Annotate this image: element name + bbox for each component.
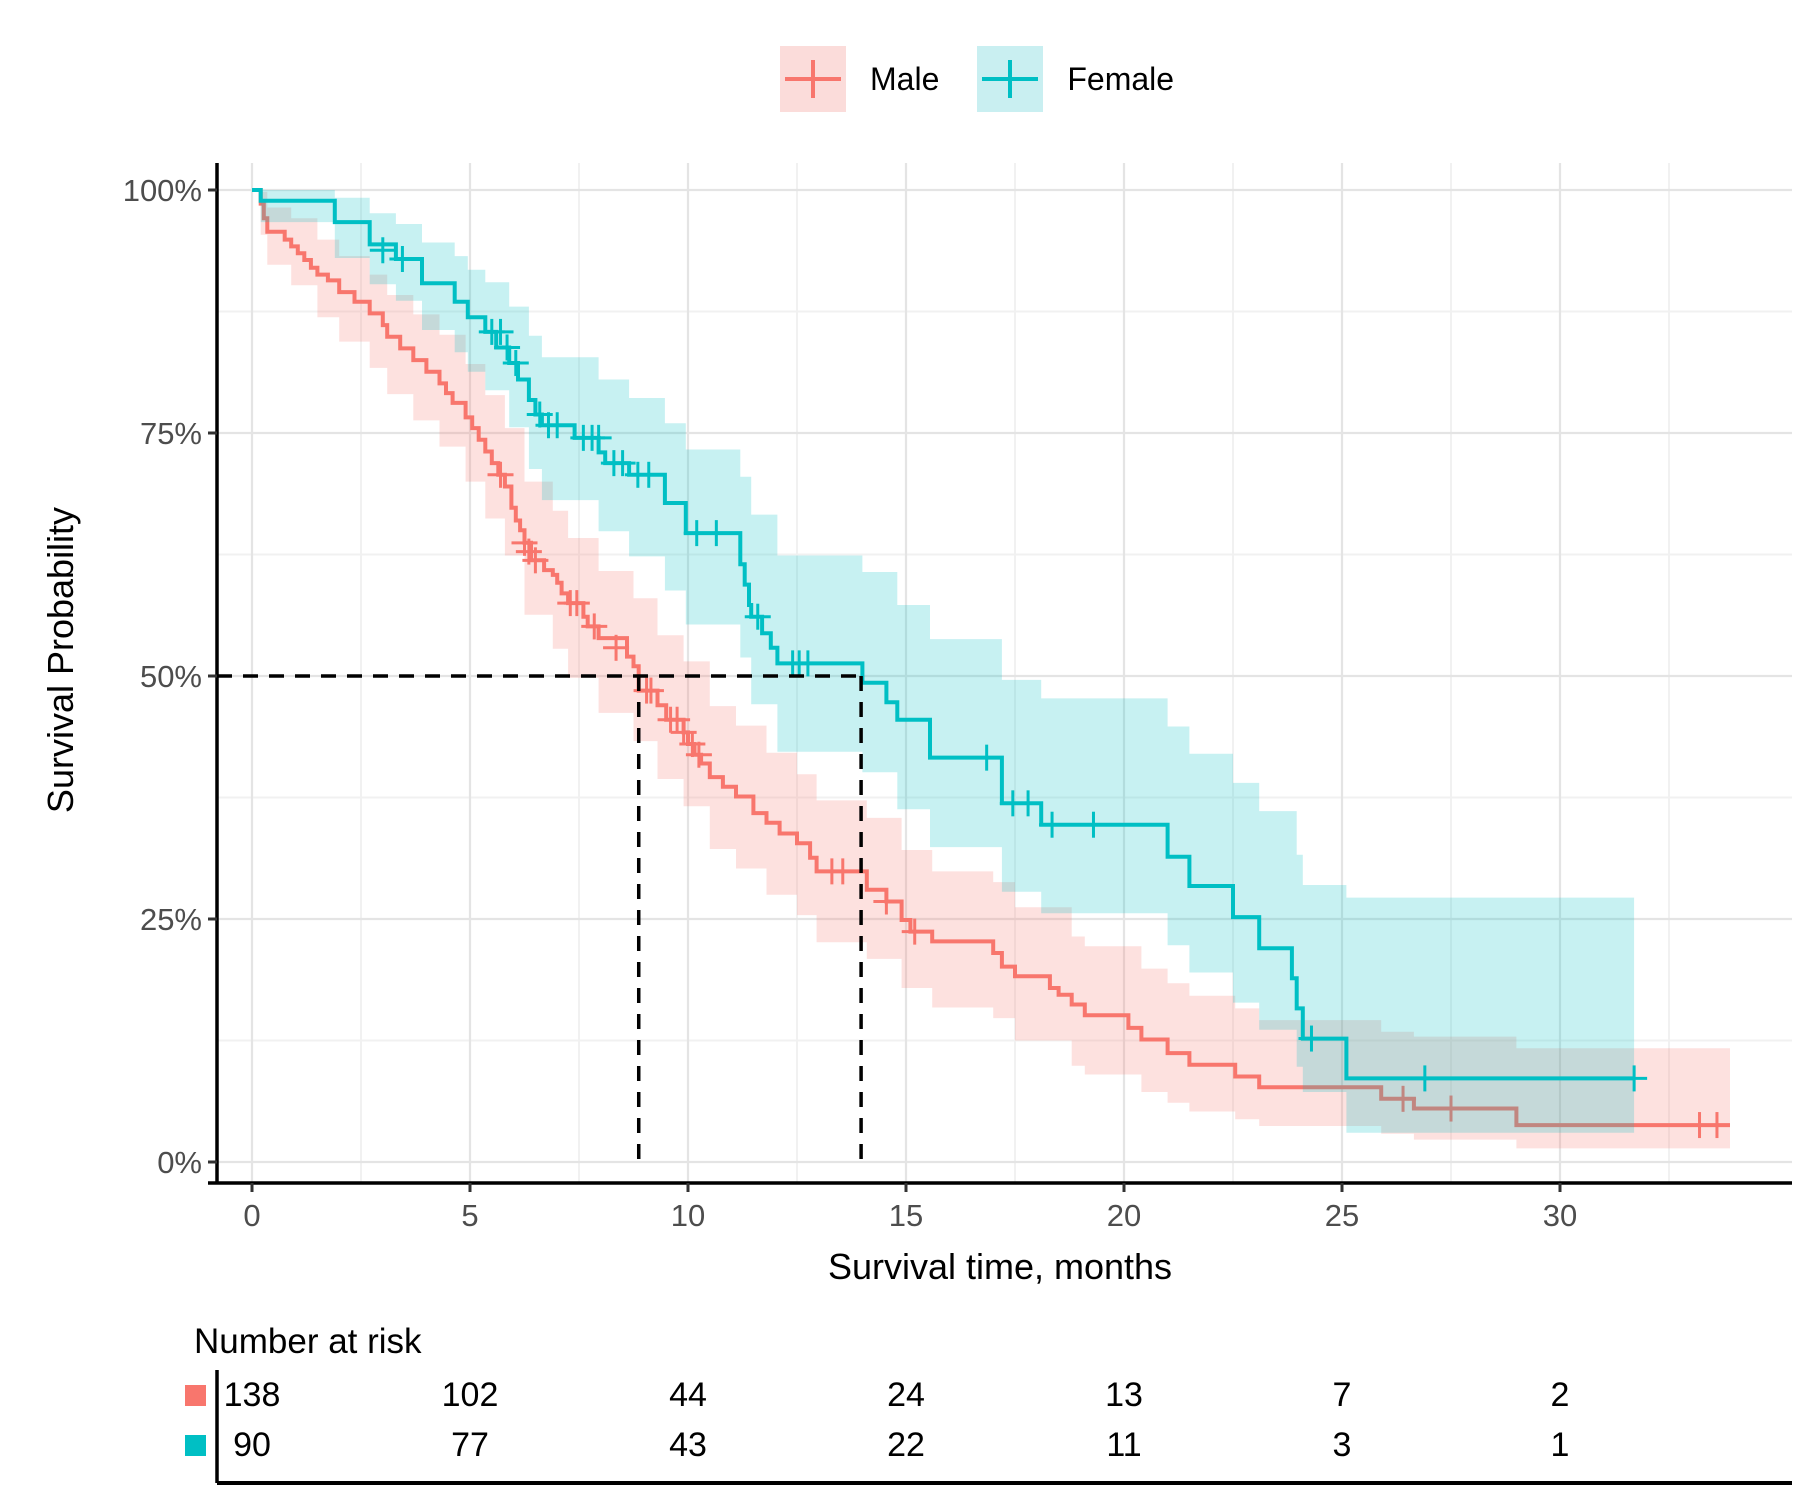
y-tick-label: 75% bbox=[139, 416, 202, 451]
risk-count: 2 bbox=[1550, 1376, 1570, 1414]
y-axis-title: Survival Probability bbox=[40, 506, 81, 814]
risk-count: 102 bbox=[441, 1376, 499, 1414]
x-tick-label: 20 bbox=[1106, 1198, 1142, 1233]
y-tick-label: 50% bbox=[139, 659, 202, 694]
risk-count: 138 bbox=[223, 1376, 281, 1414]
risk-count: 77 bbox=[451, 1426, 489, 1464]
y-tick-label: 0% bbox=[157, 1145, 202, 1180]
male-confidence-band bbox=[252, 190, 1730, 1149]
male-censor-key-icon bbox=[780, 46, 846, 112]
x-tick-label: 0 bbox=[243, 1198, 261, 1233]
risk-count: 3 bbox=[1332, 1426, 1352, 1464]
x-tick-label: 10 bbox=[670, 1198, 706, 1233]
female-survival-curve bbox=[252, 188, 1635, 1081]
x-tick-label: 25 bbox=[1324, 1198, 1360, 1233]
risk-count: 13 bbox=[1105, 1376, 1143, 1414]
risk-count: 24 bbox=[887, 1376, 925, 1414]
risk-count: 44 bbox=[669, 1376, 707, 1414]
risk-count: 22 bbox=[887, 1426, 925, 1464]
risk-count: 7 bbox=[1332, 1376, 1352, 1414]
y-tick-label: 25% bbox=[139, 902, 202, 937]
y-tick-label: 100% bbox=[122, 173, 202, 208]
risk-count: 43 bbox=[669, 1426, 707, 1464]
x-tick-label: 5 bbox=[461, 1198, 479, 1233]
x-tick-label: 15 bbox=[888, 1198, 924, 1233]
x-tick-label: 30 bbox=[1542, 1198, 1578, 1233]
legend-label-male: Male bbox=[870, 60, 940, 97]
risk-key-female-icon bbox=[185, 1435, 206, 1456]
risk-table-title: Number at risk bbox=[194, 1322, 422, 1361]
legend-item-female[interactable]: Female bbox=[977, 46, 1174, 112]
risk-count: 90 bbox=[233, 1426, 271, 1464]
female-censor-key-icon bbox=[977, 46, 1044, 112]
legend: Male Female bbox=[780, 46, 1174, 112]
legend-label-female: Female bbox=[1067, 60, 1175, 97]
risk-key-male-icon bbox=[185, 1385, 206, 1406]
risk-count: 1 bbox=[1550, 1426, 1570, 1464]
x-axis-title: Survival time, months bbox=[827, 1246, 1173, 1287]
legend-item-male[interactable]: Male bbox=[780, 46, 939, 112]
risk-count: 11 bbox=[1106, 1426, 1142, 1464]
